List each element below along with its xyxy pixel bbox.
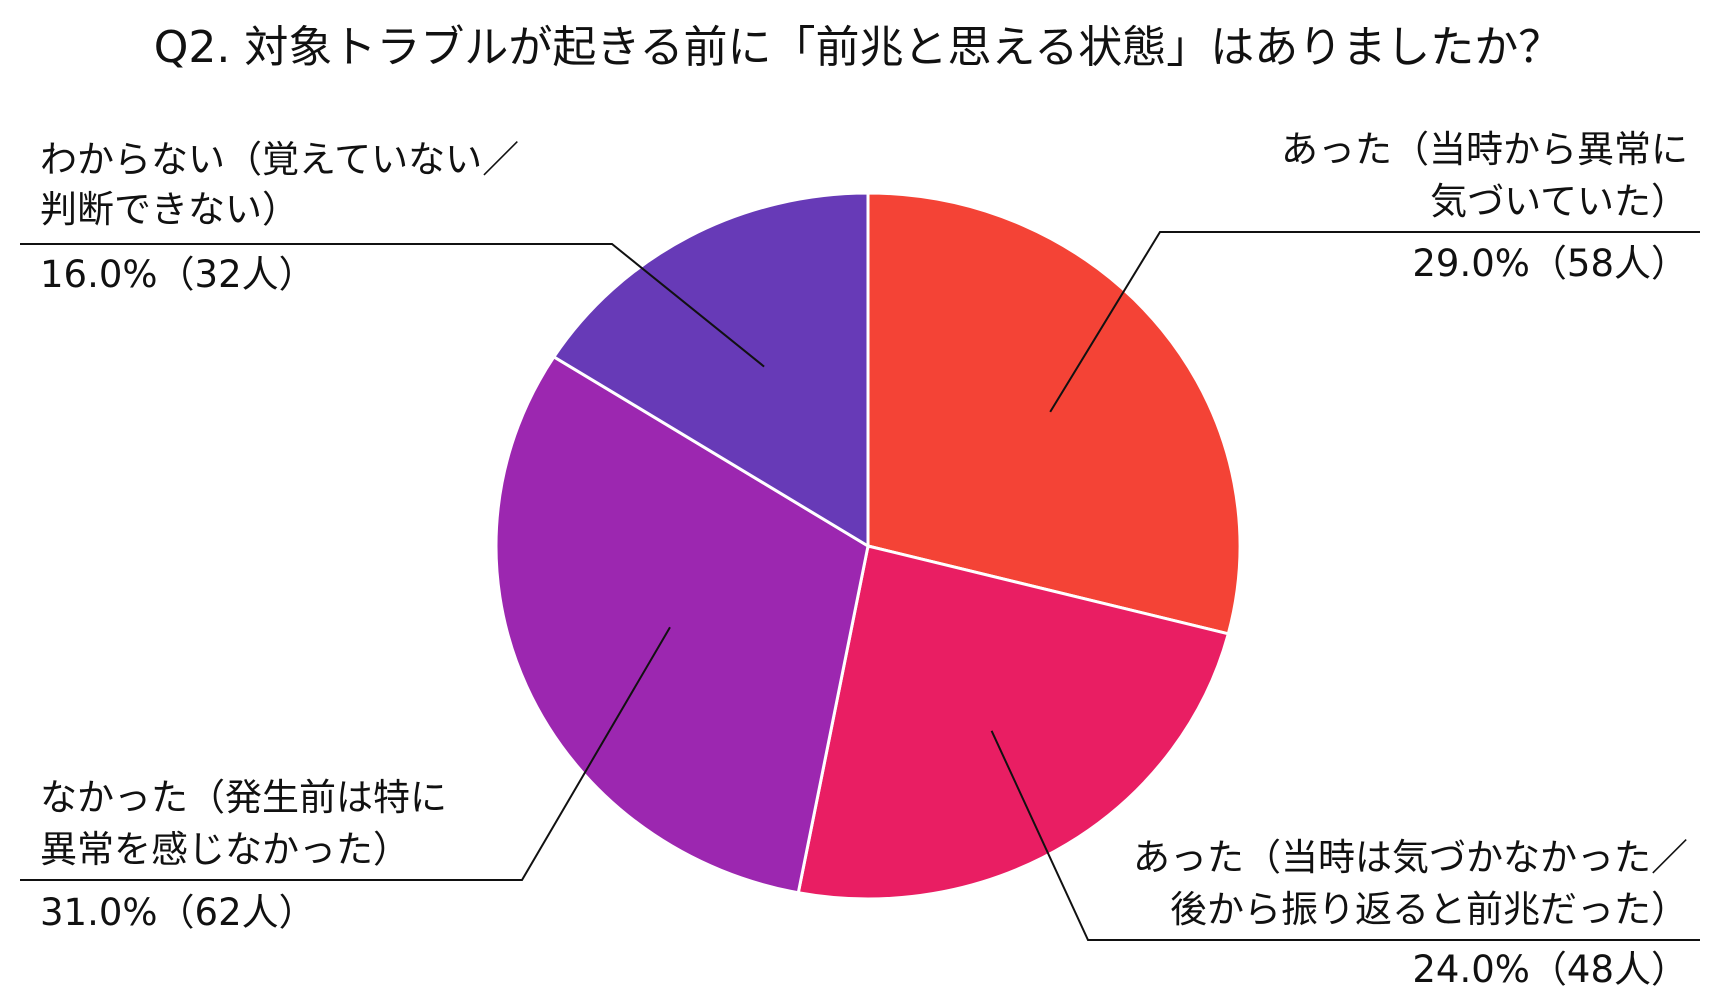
- leader-line-1: [1049, 231, 1700, 413]
- slice-label-2-line-2: 後から振り返ると前兆だった）: [1170, 888, 1688, 931]
- chart-title: Q2. 対象トラブルが起きる前に「前兆と思える状態」はありましたか？: [154, 22, 1562, 73]
- leader-line-3: [20, 626, 671, 881]
- leader-lines: [20, 231, 1700, 941]
- pie-slice-4: [551, 191, 870, 549]
- leader-line-4: [20, 243, 765, 368]
- slice-label-4-line-1: わからない（覚えていない／: [40, 138, 519, 181]
- slice-label-1-line-1: あった（当時から異常に: [1281, 128, 1688, 171]
- pie-slices: [494, 191, 1242, 901]
- slice-value-label-1: 29.0%（58人）: [1412, 242, 1688, 285]
- slice-label-3-line-1: なかった（発生前は特に: [40, 776, 447, 819]
- slice-label-3-line-2: 異常を感じなかった）: [40, 828, 410, 871]
- slice-label-2-line-1: あった（当時は気づかなかった／: [1133, 836, 1688, 879]
- slice-label-1-line-2: 気づいていた）: [1430, 180, 1688, 223]
- slice-value-label-3: 31.0%（62人）: [40, 891, 316, 934]
- pie-slice-2: [796, 544, 1231, 901]
- slice-value-label-2: 24.0%（48人）: [1412, 948, 1688, 991]
- pie-slice-1: [866, 191, 1242, 636]
- leader-line-2: [990, 730, 1700, 941]
- slice-value-label-4: 16.0%（32人）: [40, 253, 316, 296]
- slice-label-4-line-2: 判断できない）: [40, 188, 299, 231]
